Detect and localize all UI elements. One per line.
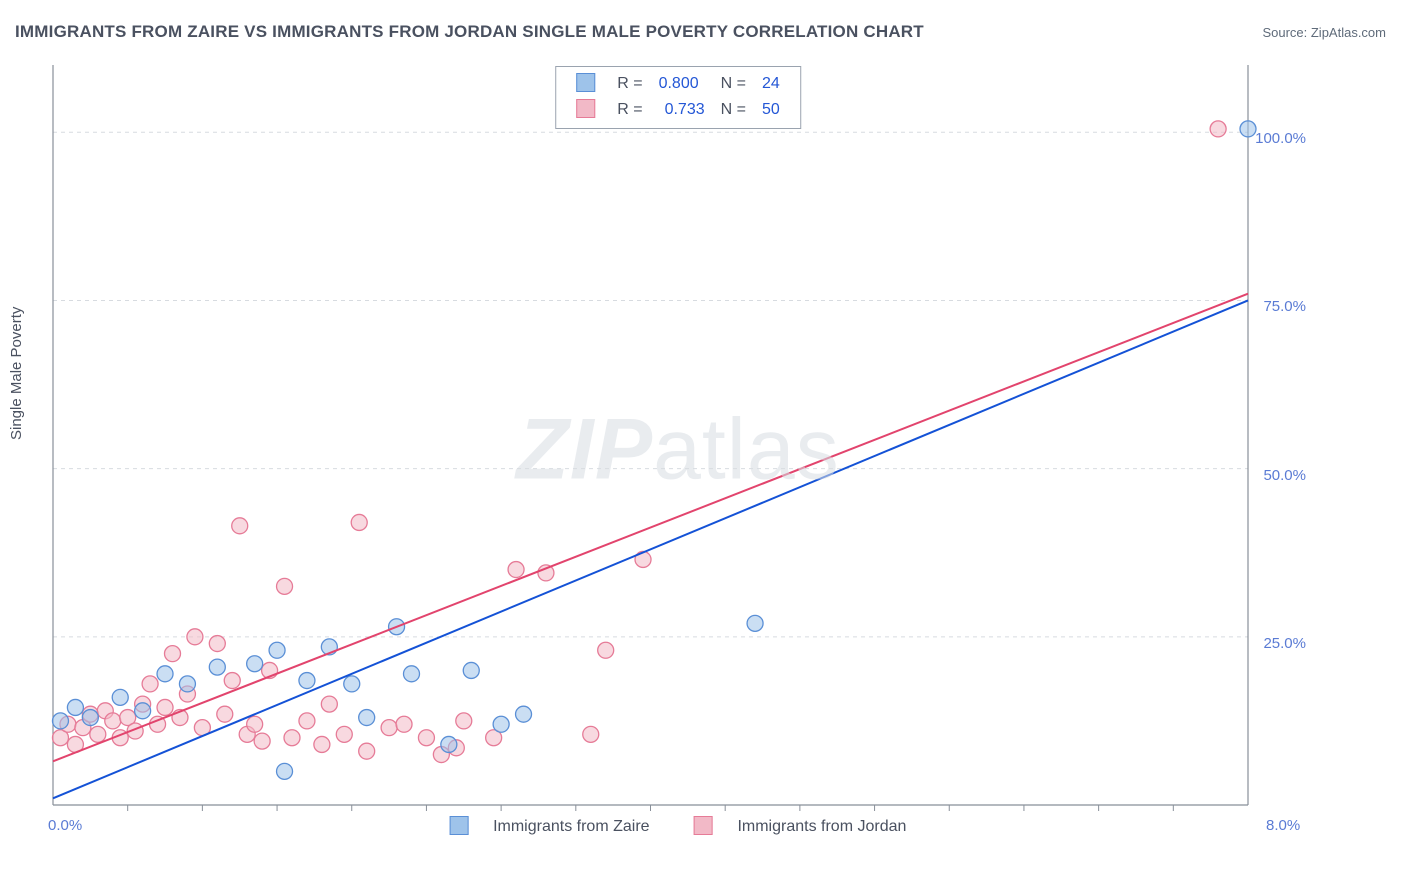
series-legend: Immigrants from Zaire Immigrants from Jo…	[430, 817, 927, 836]
legend-n-label: N =	[713, 71, 754, 97]
legend-r-value-zaire: 0.800	[651, 71, 713, 97]
y-tick-label: 100.0%	[1255, 130, 1306, 147]
scatter-chart	[48, 60, 1308, 840]
legend-item-jordan: Immigrants from Jordan	[684, 818, 916, 835]
legend-r-label: R =	[609, 71, 650, 97]
chart-title: IMMIGRANTS FROM ZAIRE VS IMMIGRANTS FROM…	[15, 22, 924, 42]
legend-n-value-zaire: 24	[754, 71, 788, 97]
legend-r-label: R =	[609, 97, 650, 123]
legend-swatch-zaire-bottom	[450, 816, 469, 835]
legend-r-value-jordan: 0.733	[651, 97, 713, 123]
series-name-zaire: Immigrants from Zaire	[493, 818, 649, 835]
source-credit: Source: ZipAtlas.com	[1262, 25, 1386, 40]
plot-area: ZIPatlas R = 0.800 N = 24 R = 0.733 N = …	[48, 60, 1308, 840]
legend-item-zaire: Immigrants from Zaire	[440, 818, 660, 835]
legend-swatch-jordan	[576, 99, 595, 118]
legend-row-jordan: R = 0.733 N = 50	[568, 97, 788, 123]
correlation-legend: R = 0.800 N = 24 R = 0.733 N = 50	[555, 66, 801, 129]
source-link[interactable]: ZipAtlas.com	[1311, 25, 1386, 40]
y-axis-label: Single Male Poverty	[8, 307, 25, 440]
y-tick-label: 50.0%	[1263, 467, 1306, 484]
x-tick-label: 0.0%	[48, 817, 82, 834]
y-tick-label: 75.0%	[1263, 298, 1306, 315]
y-tick-label: 25.0%	[1263, 635, 1306, 652]
legend-swatch-zaire	[576, 73, 595, 92]
legend-n-value-jordan: 50	[754, 97, 788, 123]
series-name-jordan: Immigrants from Jordan	[737, 818, 906, 835]
legend-n-label: N =	[713, 97, 754, 123]
source-prefix: Source:	[1262, 25, 1310, 40]
legend-swatch-jordan-bottom	[694, 816, 713, 835]
legend-row-zaire: R = 0.800 N = 24	[568, 71, 788, 97]
x-tick-label: 8.0%	[1266, 817, 1300, 834]
